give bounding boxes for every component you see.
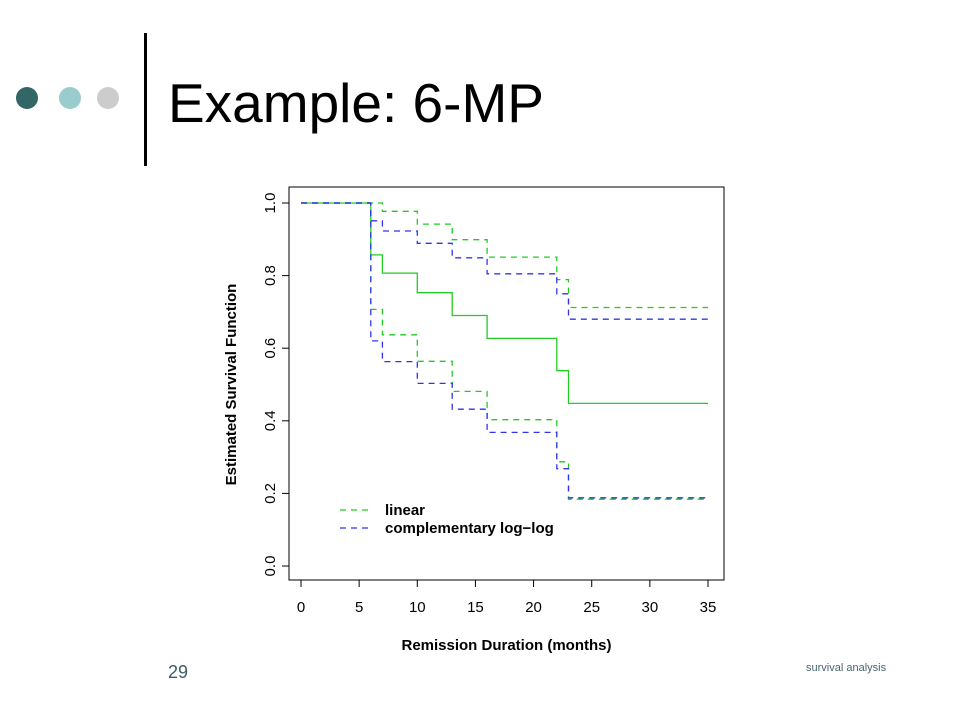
x-tick-label: 10 (409, 599, 426, 616)
x-tick-label: 30 (642, 599, 659, 616)
y-axis-title: Estimated Survival Function (223, 284, 240, 486)
slide-title: Example: 6-MP (168, 72, 544, 134)
x-tick-label: 25 (583, 599, 600, 616)
y-tick-label: 0.6 (262, 338, 279, 359)
linear-ci-upper-line (301, 202, 708, 309)
x-tick-label: 20 (525, 599, 542, 616)
y-tick-label: 0.2 (262, 483, 279, 504)
x-axis-title: Remission Duration (months) (401, 637, 611, 654)
title-bullet-gray (97, 87, 119, 109)
y-tick-label: 0.0 (262, 556, 279, 577)
x-tick-label: 0 (297, 599, 305, 616)
cloglog-ci-upper-line (301, 202, 708, 320)
legend-label-cloglog-ci: complementary log−log (385, 520, 554, 537)
slide-footer-text: survival analysis (806, 662, 887, 674)
y-tick-label: 0.8 (262, 265, 279, 286)
title-bullet-dark (16, 87, 38, 109)
legend-label-linear-ci: linear (385, 502, 425, 519)
x-tick-label: 5 (355, 599, 363, 616)
linear-ci-lower-line (301, 202, 708, 500)
title-bullet-light (59, 87, 81, 109)
x-tick-label: 15 (467, 599, 484, 616)
cloglog-ci-lower-line (301, 202, 708, 499)
y-tick-label: 0.4 (262, 410, 279, 431)
km-estimate-line (301, 202, 708, 405)
survival-chart: 0.0 0.2 0.4 0.6 0.8 1.0 0 5 10 15 20 25 30 35 Remissio… (223, 186, 725, 654)
y-tick-label: 1.0 (262, 193, 279, 214)
title-divider-rule (144, 33, 147, 166)
slide-page-number: 29 (168, 662, 189, 682)
x-tick-label: 35 (700, 599, 717, 616)
